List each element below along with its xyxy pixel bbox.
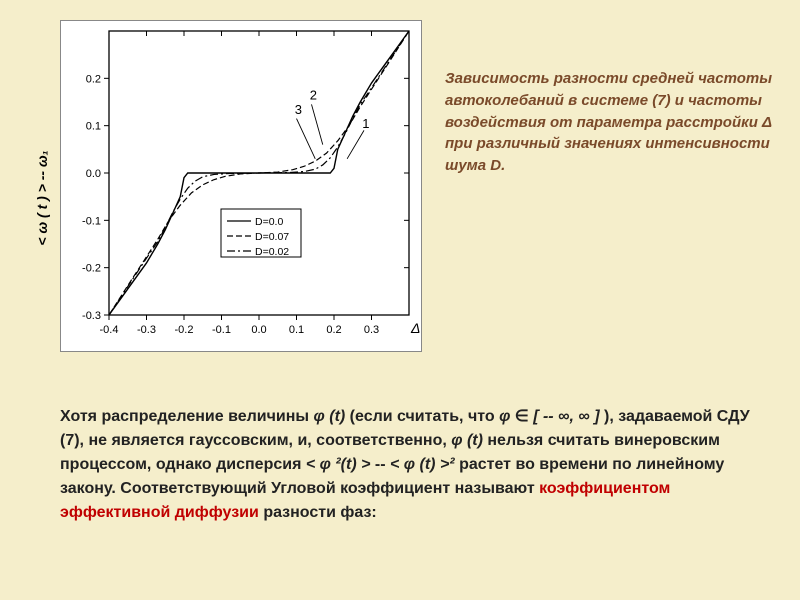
figure-caption: Зависимость разности средней частоты авт… — [445, 68, 775, 177]
body-seg-1: Хотя распределение величины — [60, 408, 314, 425]
svg-text:D=0.0: D=0.0 — [255, 216, 283, 228]
y-axis-label: < ω ( t ) > -- ω₁ — [34, 98, 50, 298]
svg-text:2: 2 — [310, 88, 317, 103]
svg-text:-0.3: -0.3 — [82, 310, 101, 322]
y-axis-label-box: < ω ( t ) > -- ω₁ — [22, 100, 50, 300]
svg-text:-0.3: -0.3 — [137, 324, 156, 336]
svg-text:0.1: 0.1 — [86, 121, 101, 133]
svg-text:D=0.02: D=0.02 — [255, 246, 289, 258]
page-root: < ω ( t ) > -- ω₁ -0.4 -0.3 -0.2 -0.1 0.0 0.1… — [0, 0, 800, 600]
svg-text:-0.2: -0.2 — [175, 324, 194, 336]
body-disp2: < φ (t) >² — [390, 456, 455, 473]
body-phi: φ — [499, 408, 510, 425]
svg-text:-0.1: -0.1 — [82, 215, 101, 227]
svg-text:1: 1 — [362, 116, 369, 131]
svg-text:Δ: Δ — [410, 320, 420, 336]
body-range: [ -- ∞, ∞ ] — [533, 408, 599, 425]
body-disp1: < φ ²(t) > — [306, 456, 371, 473]
body-phi-t-1: φ (t) — [314, 408, 346, 425]
svg-text:0.2: 0.2 — [326, 324, 341, 336]
svg-text:0.3: 0.3 — [364, 324, 379, 336]
body-paragraph: Хотя распределение величины φ (t) (если … — [60, 405, 750, 525]
chart-container: -0.4 -0.3 -0.2 -0.1 0.0 0.1 0.2 0.3 -0.3 -0.2 -0.1… — [60, 20, 422, 352]
svg-text:D=0.07: D=0.07 — [255, 231, 289, 243]
body-dash: -- — [375, 456, 390, 473]
svg-text:-0.4: -0.4 — [100, 324, 119, 336]
line-chart: -0.4 -0.3 -0.2 -0.1 0.0 0.1 0.2 0.3 -0.3 -0.2 -0.1… — [61, 21, 421, 351]
svg-text:0.0: 0.0 — [251, 324, 266, 336]
svg-text:3: 3 — [295, 102, 302, 117]
svg-text:-0.1: -0.1 — [212, 324, 231, 336]
svg-text:-0.2: -0.2 — [82, 263, 101, 275]
body-seg-in: ∈ — [515, 408, 533, 425]
svg-text:0.0: 0.0 — [86, 168, 101, 180]
body-seg-2: (если считать, что — [350, 408, 499, 425]
body-seg-6: разности фаз: — [263, 504, 376, 521]
svg-text:0.1: 0.1 — [289, 324, 304, 336]
svg-text:0.2: 0.2 — [86, 73, 101, 85]
body-phi-t-2: φ (t) — [451, 432, 483, 449]
